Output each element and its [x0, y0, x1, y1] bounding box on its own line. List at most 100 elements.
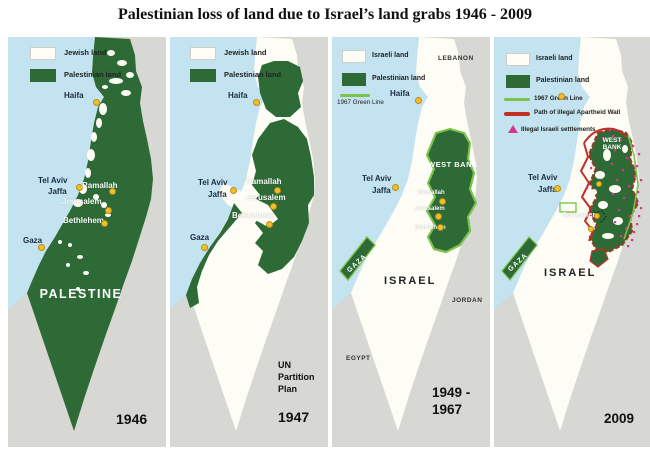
- city-label-jaffa: Jaffa: [208, 190, 227, 199]
- city-dot-bethlehem: [588, 226, 594, 232]
- infographic-title: Palestinian loss of land due to Israel’s…: [117, 6, 533, 23]
- city-dot-ramallah: [439, 198, 446, 205]
- west-bank-fragmentation: [591, 145, 628, 239]
- city-label-jerusalem: Jerusalem: [62, 197, 102, 206]
- settlement-dots: [586, 129, 643, 248]
- city-label-gaza: Gaza: [190, 233, 210, 242]
- city-dot-jerusalem: [270, 203, 277, 210]
- city-dot-jerusalem: [105, 207, 112, 214]
- caption-line-plan: Plan: [278, 384, 298, 395]
- map-1949-1967: [332, 37, 490, 447]
- legend-swatch-palestinian-land: [30, 69, 56, 82]
- city-label-tel-aviv: Tel Aviv: [528, 173, 558, 182]
- city-label-ramallah: Ramallah: [418, 190, 445, 196]
- neighbor-label-lebanon: LEBANON: [438, 55, 474, 62]
- caption-line-un: UN: [278, 360, 291, 370]
- legend-swatch-israeli-land: [342, 50, 366, 63]
- city-label-jerusalem: Jerusalem: [415, 206, 445, 212]
- legend-label-palestinian-land: Palestinian land: [536, 77, 590, 84]
- city-label-bethlehem: Bethlehem: [232, 211, 273, 220]
- legend-swatch-apartheid-wall: [504, 112, 530, 116]
- region-label-israel: ISRAEL: [384, 275, 437, 287]
- legend-label-palestinian-land: Palestinian land: [64, 70, 122, 79]
- city-label-ramallah: Ramallah: [246, 177, 282, 186]
- city-dot-bethlehem: [266, 221, 273, 228]
- region-label-west-bank: WEST BANK: [602, 137, 622, 151]
- green-line-east-edge: [623, 134, 639, 240]
- city-label-gaza: Gaza: [23, 236, 43, 245]
- city-dot-ramallah: [109, 188, 116, 195]
- legend-swatch-israeli-land: [506, 53, 530, 66]
- no-mans-land-outline: [559, 202, 577, 213]
- year-label-1949: 1949 -: [432, 385, 471, 400]
- map-1947: [170, 37, 328, 447]
- map-1946: [8, 37, 166, 447]
- city-dot-haifa: [415, 97, 422, 104]
- city-dot-tel-aviv-jaffa: [230, 187, 237, 194]
- panel-1947: Jewish land Palestinian land Haifa Tel A…: [170, 37, 328, 447]
- city-label-jerusalem: Jerusalem: [246, 193, 286, 202]
- legend-label-jewish-land: Jewish land: [64, 48, 107, 57]
- city-label-bethlehem: Bethlehem: [63, 216, 104, 225]
- neighbor-label-jordan: JORDAN: [452, 297, 483, 304]
- city-dot-haifa: [253, 99, 260, 106]
- city-dot-bethlehem: [437, 224, 444, 231]
- caption-line-partition: Partition: [278, 372, 315, 383]
- legend-swatch-palestinian-land: [342, 73, 366, 86]
- legend-label-palestinian-land: Palestinian land: [372, 75, 426, 82]
- year-label-1946: 1946: [116, 411, 148, 427]
- city-dot-ramallah: [596, 181, 602, 187]
- legend-swatch-jewish-land: [190, 47, 216, 60]
- panel-1949-1967: Israeli land Palestinian land 1967 Green…: [332, 37, 490, 447]
- legend-label-green-line: 1967 Green Line: [337, 99, 384, 106]
- city-label-jerusalem: Jerusalem: [562, 210, 600, 219]
- year-label-1947: 1947: [278, 409, 310, 425]
- city-label-haifa: Haifa: [390, 89, 410, 98]
- city-dot-tel-aviv-jaffa: [76, 184, 83, 191]
- city-label-bethlehem: Bethlehem: [415, 225, 446, 231]
- legend-label-jewish-land: Jewish land: [224, 48, 267, 57]
- legend-label-apartheid-wall: Path of illegal Apartheid Wall: [534, 109, 621, 116]
- city-label-tel-aviv: Tel Aviv: [362, 174, 392, 183]
- region-label-palestine: PALESTINE: [39, 287, 123, 301]
- city-dot-gaza: [201, 244, 208, 251]
- city-dot-bethlehem: [101, 220, 108, 227]
- city-label-haifa: Haifa: [64, 91, 84, 100]
- legend-label-settlements: Illegal Israeli settlements: [521, 126, 596, 133]
- city-label-jaffa: Jaffa: [48, 187, 67, 196]
- city-dot-haifa: [558, 93, 565, 100]
- legend-swatch-green-line: [340, 94, 370, 97]
- year-label-1967: 1967: [432, 402, 463, 417]
- legend-label-palestinian-land: Palestinian land: [224, 70, 282, 79]
- city-label-tel-aviv: Tel Aviv: [38, 176, 68, 185]
- legend-swatch-green-line: [504, 98, 530, 101]
- legend-swatch-palestinian-land: [190, 69, 216, 82]
- legend-label-israeli-land: Israeli land: [536, 55, 573, 62]
- city-label-jaffa: Jaffa: [538, 185, 557, 194]
- city-dot-jerusalem: [435, 213, 442, 220]
- city-dot-ramallah: [274, 187, 281, 194]
- map-2009: [494, 37, 650, 447]
- caption-un-partition-plan: UN Partition Plan: [278, 359, 315, 395]
- city-dot-tel-aviv-jaffa: [392, 184, 399, 191]
- legend-label-israeli-land: Israeli land: [372, 52, 409, 59]
- year-label-2009: 2009: [604, 411, 635, 426]
- panel-1946: Jewish land Palestinian land Haifa Tel A…: [8, 37, 166, 447]
- city-label-tel-aviv: Tel Aviv: [198, 178, 228, 187]
- jerusalem-boundary-line: [593, 210, 607, 224]
- city-dot-haifa: [93, 99, 100, 106]
- legend-swatch-palestinian-land: [506, 75, 530, 88]
- region-label-israel: ISRAEL: [544, 267, 597, 279]
- city-dot-jerusalem: [594, 213, 600, 219]
- city-label-jaffa: Jaffa: [372, 186, 391, 195]
- city-dot-gaza: [38, 244, 45, 251]
- legend-swatch-jewish-land: [30, 47, 56, 60]
- legend-swatch-settlements-triangle: [508, 125, 518, 133]
- region-label-west-bank: WEST BANK: [428, 160, 478, 169]
- panel-2009: Israeli land Palestinian land 1967 Green…: [494, 37, 650, 447]
- city-dot-tel-aviv-jaffa: [554, 185, 561, 192]
- city-label-haifa: Haifa: [228, 91, 248, 100]
- neighbor-label-egypt: EGYPT: [346, 355, 371, 362]
- south-west-bank-fragment: [589, 248, 609, 268]
